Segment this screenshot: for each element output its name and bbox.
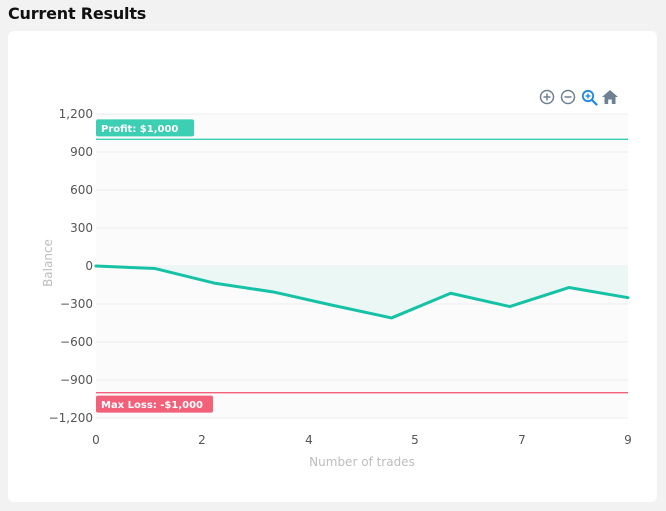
home-icon[interactable] xyxy=(601,88,619,106)
zoom-in-icon[interactable] xyxy=(538,88,556,106)
zoom-out-icon[interactable] xyxy=(559,88,577,106)
selection-zoom-icon[interactable] xyxy=(580,88,598,106)
page-title: Current Results xyxy=(8,4,147,23)
chart-toolbar xyxy=(538,88,619,106)
